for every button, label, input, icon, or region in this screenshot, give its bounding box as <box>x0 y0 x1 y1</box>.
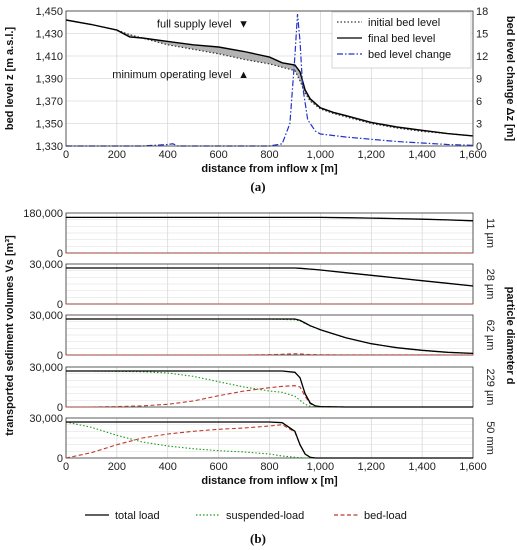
y-right-tick-label: 18 <box>476 6 488 18</box>
x-tick-label: 200 <box>108 149 126 161</box>
x-axis-label: distance from inflow x [m] <box>201 163 338 175</box>
series-line-total-load <box>66 370 473 408</box>
y-right-tick-label: 0 <box>476 141 482 153</box>
subplot-50mm: 30,000 0 50 mm <box>29 413 496 465</box>
x-tick-label: 200 <box>108 461 126 473</box>
panel-a-bed-level-chart: 0 200 400 600 800 1,000 1,200 1,400 1,600 1,330 1,… <box>4 6 516 194</box>
annotation-marker-down: ▼ <box>238 18 249 30</box>
y-right-tick-label: 15 <box>476 29 488 41</box>
y-tick-label: 1,450 <box>35 6 63 18</box>
legend-label: total load <box>115 510 160 522</box>
x-tick-label: 400 <box>159 149 177 161</box>
x-tick-label: 400 <box>159 461 177 473</box>
subplot-229µm: 30,000 0 229 µm <box>29 362 496 414</box>
x-tick-label: 0 <box>63 461 69 473</box>
legend-label: bed-load <box>364 510 407 522</box>
y-tick-label: 180,000 <box>23 208 63 220</box>
x-tick-label: 600 <box>209 461 227 473</box>
y-tick-label: 0 <box>57 402 63 414</box>
legend-label: bed level change <box>368 49 451 61</box>
series-line-bed-load <box>66 353 473 356</box>
x-tick-label: 1,600 <box>459 149 487 161</box>
series-line-bed-level-change <box>66 13 474 147</box>
series-line-final-bed-level <box>65 19 474 137</box>
y-right-tick-label: 3 <box>476 119 482 131</box>
series-line-total-load <box>66 267 474 287</box>
x-tick-label: 1,400 <box>408 149 436 161</box>
subplot-28µm: 30,000 0 28 µm <box>29 259 496 311</box>
annotation-marker-up: ▲ <box>238 69 249 81</box>
plot-frame <box>65 417 474 459</box>
panel-caption: (a) <box>250 179 265 194</box>
y-tick-label: 1,370 <box>35 96 63 108</box>
x-tick-label: 1,200 <box>357 149 385 161</box>
y-tick-label: 30,000 <box>29 259 63 271</box>
y-tick-label: 1,410 <box>35 51 63 63</box>
particle-size-label: 50 mm <box>484 421 496 455</box>
y-tick-label: 1,330 <box>35 141 63 153</box>
y-right-tick-label: 12 <box>476 51 488 63</box>
series-line-total-load <box>66 421 473 459</box>
series-line-total-load <box>66 216 474 222</box>
y-tick-label: 0 <box>57 299 63 311</box>
y-tick-label: 0 <box>57 248 63 260</box>
x-tick-label: 1,200 <box>357 461 385 473</box>
annotation-minimum-operating-level: minimum operating level <box>112 69 231 81</box>
subplot-62µm: 30,000 0 62 µm <box>29 310 496 362</box>
x-tick-label: 1,000 <box>307 149 335 161</box>
panel-caption: (b) <box>250 531 266 546</box>
y-tick-label: 1,430 <box>35 29 63 41</box>
y-right-axis-label: bed level change Δz [m] <box>504 16 516 142</box>
legend-label: initial bed level <box>368 17 440 29</box>
x-tick-label: 0 <box>63 149 69 161</box>
plot-frame <box>65 10 474 147</box>
y-tick-label: 1,350 <box>35 119 63 131</box>
x-tick-label: 1,000 <box>307 461 335 473</box>
x-tick-label: 1,600 <box>459 461 487 473</box>
y-right-tick-label: 9 <box>476 74 482 86</box>
legend-box <box>331 11 472 69</box>
x-tick-label: 600 <box>209 149 227 161</box>
series-line-total-load <box>66 318 474 355</box>
x-tick-label: 800 <box>260 461 278 473</box>
y-right-tick-label: 6 <box>476 96 482 108</box>
legend-label: final bed level <box>368 33 435 45</box>
series-line-initial-bed-level <box>65 19 474 137</box>
x-axis-label: distance from inflow x [m] <box>201 475 338 487</box>
y-tick-label: 1,390 <box>35 74 63 86</box>
series-line-suspended-load <box>65 421 473 459</box>
plot-frame <box>65 366 474 408</box>
y-tick-label: 0 <box>57 350 63 362</box>
legend-label: suspended-load <box>226 510 304 522</box>
subplot-11µm: 180,000 0 11 µm <box>23 208 496 260</box>
particle-size-label: 229 µm <box>484 369 496 406</box>
y-tick-label: 30,000 <box>29 413 63 425</box>
y-tick-label: 30,000 <box>29 310 63 322</box>
particle-size-label: 11 µm <box>484 218 496 248</box>
annotation-full-supply-level: full supply level <box>157 18 232 30</box>
x-tick-label: 1,400 <box>408 461 436 473</box>
x-tick-label: 800 <box>260 149 278 161</box>
y-right-axis-label: particle diameter d <box>504 287 516 385</box>
y-axis-label: transported sediment volumes Vs [m³] <box>4 235 16 436</box>
y-axis-label: bed level z [m a.s.l.] <box>4 27 16 131</box>
y-tick-label: 30,000 <box>29 362 63 374</box>
y-tick-label: 0 <box>57 453 63 465</box>
particle-size-label: 62 µm <box>484 320 496 351</box>
particle-size-label: 28 µm <box>484 269 496 300</box>
